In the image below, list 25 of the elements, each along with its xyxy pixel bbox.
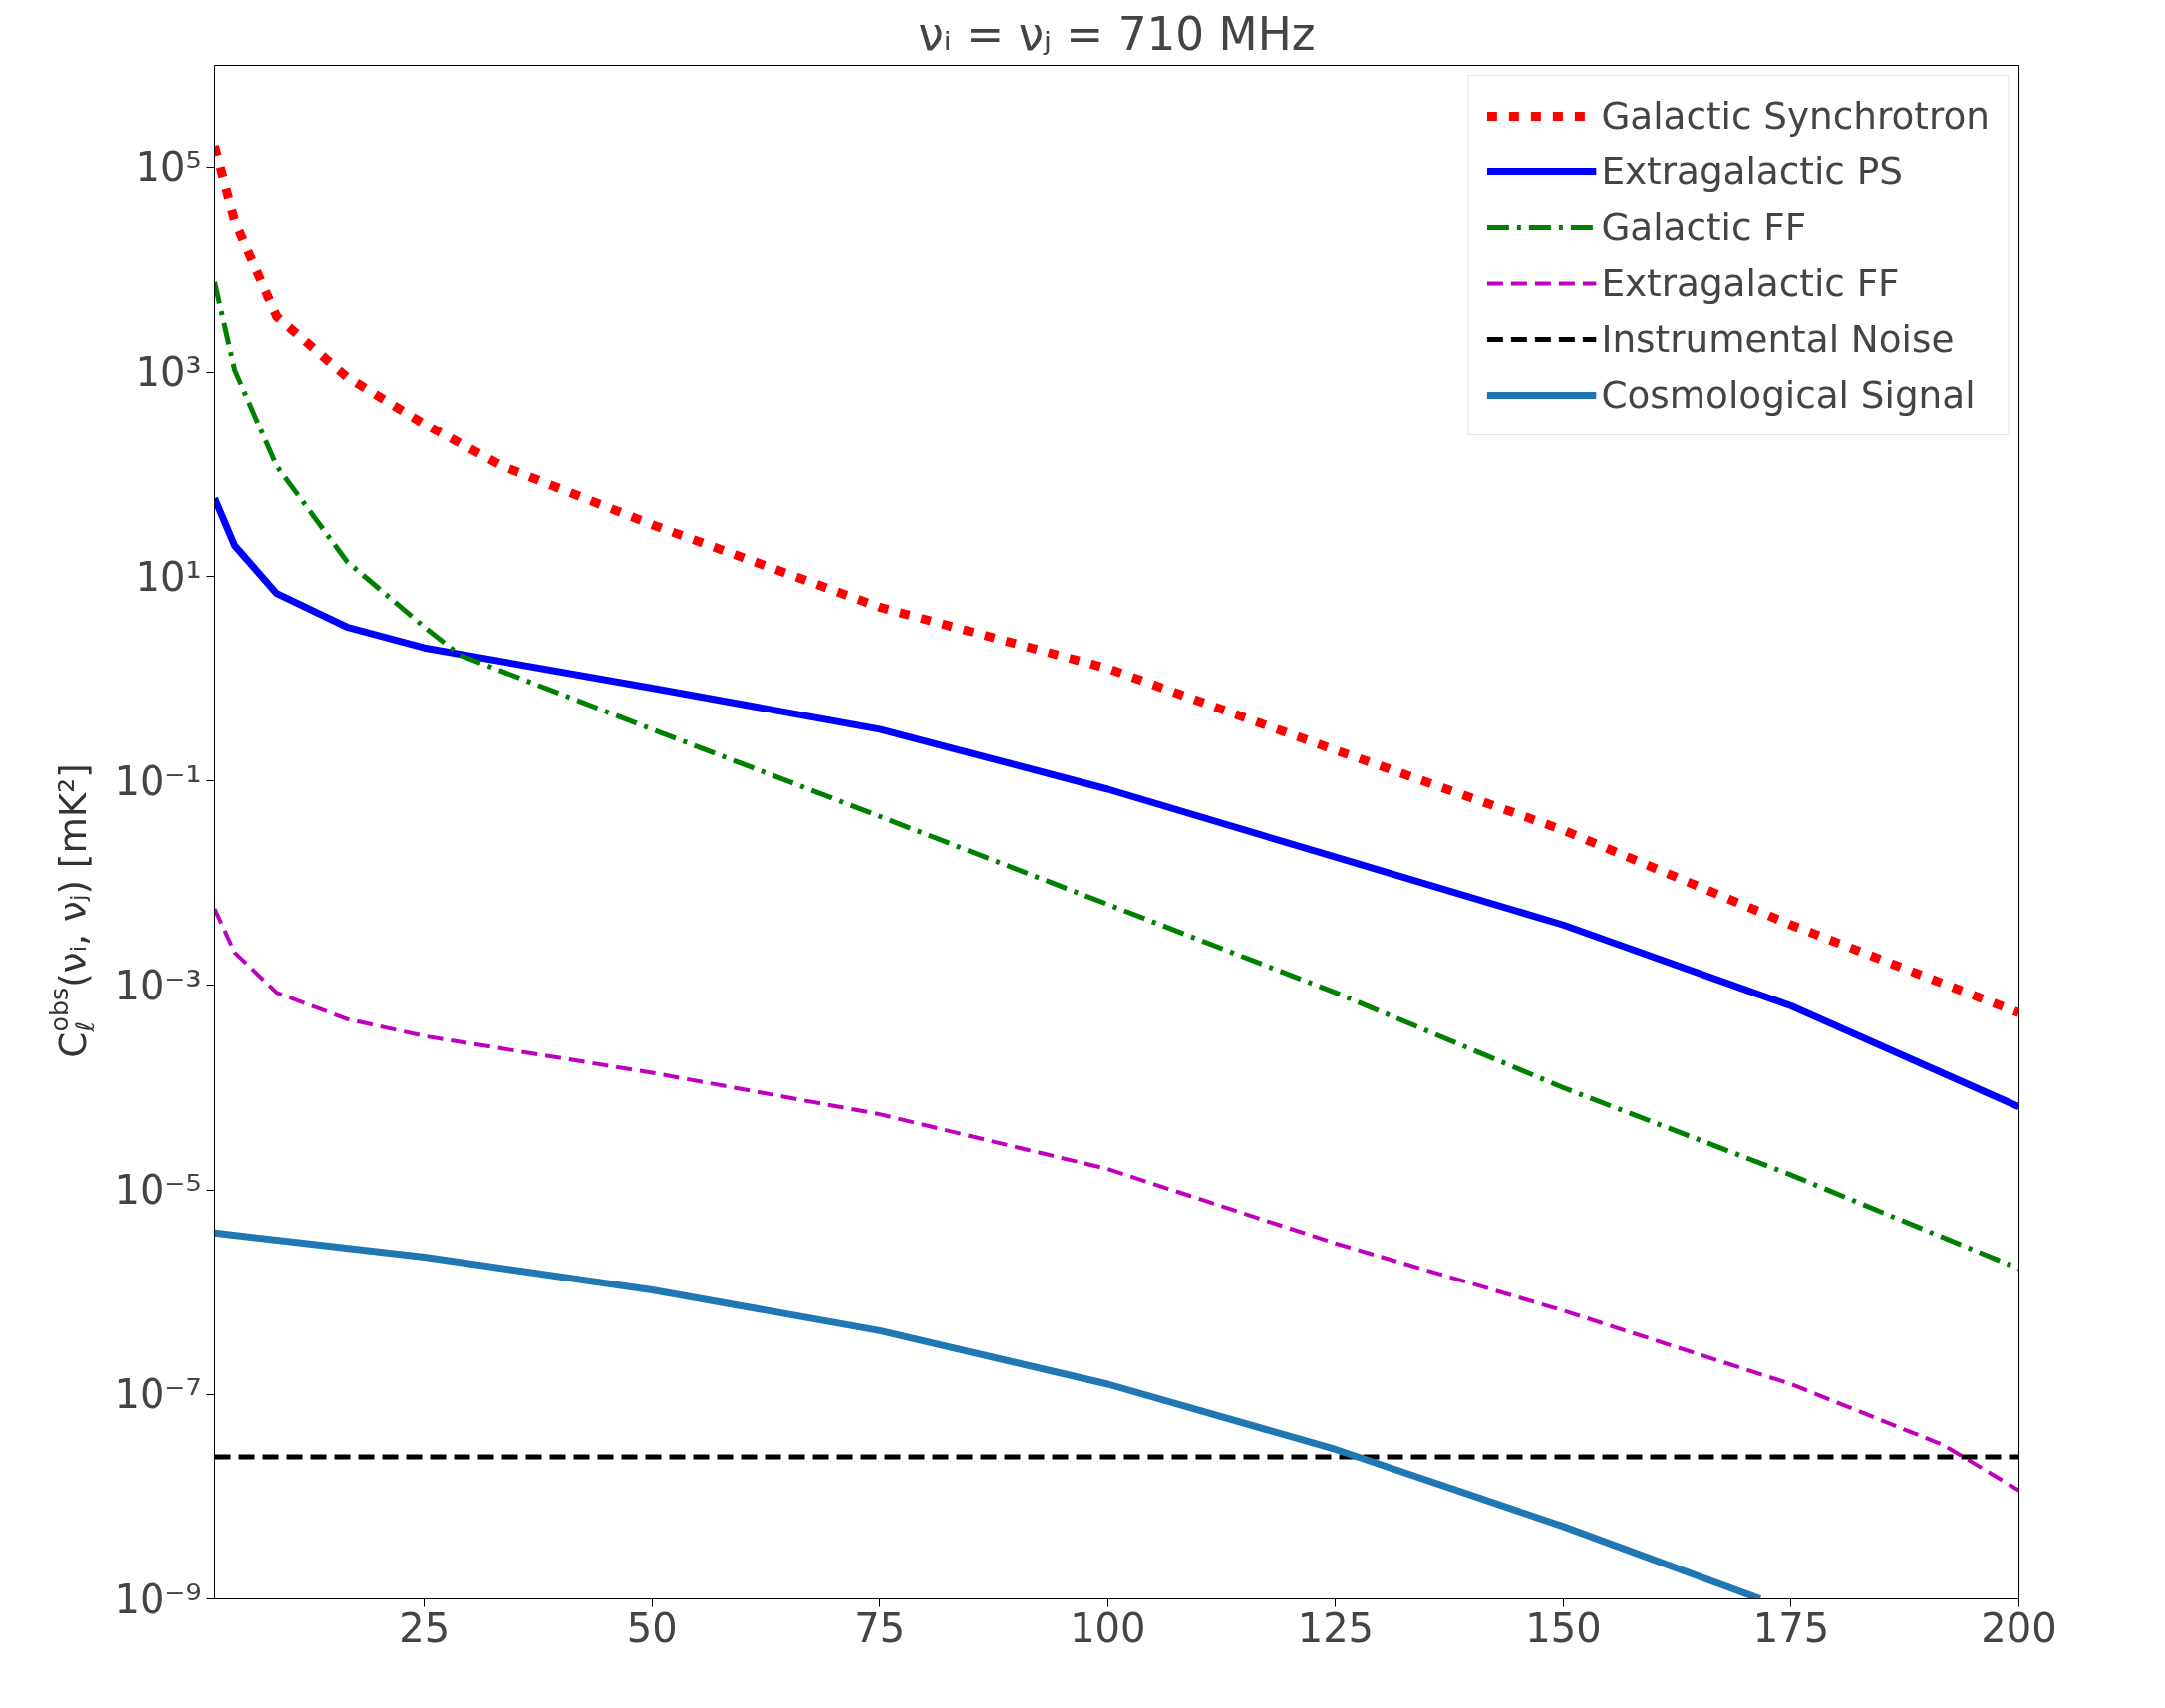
legend-label: Instrumental Noise [1601, 317, 1955, 361]
x-tick-label: 200 [1981, 1604, 2057, 1651]
y-tick-label: 10¹ [135, 553, 202, 600]
y-tick-label: 10⁻¹ [114, 757, 202, 804]
x-tick-label: 100 [1070, 1604, 1146, 1651]
chart-title: νᵢ = νⱼ = 710 MHz [918, 7, 1316, 61]
x-tick-label: 25 [399, 1604, 451, 1651]
legend-label: Galactic FF [1601, 205, 1807, 249]
x-tick-label: 125 [1297, 1604, 1375, 1651]
x-tick-label: 150 [1525, 1604, 1602, 1651]
legend-label: Cosmological Signal [1601, 373, 1976, 417]
y-axis-title: Cℓobs(νᵢ, νⱼ) [mK²] [43, 763, 100, 1058]
line-series [214, 907, 2019, 1493]
y-tick-label: 10⁻⁷ [114, 1371, 202, 1418]
y-tick-label: 10⁵ [135, 144, 202, 191]
y-tick-label: 10³ [135, 349, 202, 396]
y-tick-label: 10⁻³ [114, 962, 202, 1008]
y-tick-label: 10⁻⁹ [114, 1575, 202, 1622]
y-tick-label: 10⁻⁵ [114, 1167, 202, 1214]
legend-label: Extragalactic FF [1601, 261, 1900, 305]
x-tick-label: 175 [1752, 1604, 1830, 1651]
legend-label: Extragalactic PS [1601, 149, 1903, 193]
x-tick-label: 75 [854, 1604, 906, 1651]
legend-label: Galactic Synchrotron [1601, 94, 1990, 138]
x-tick-label: 50 [626, 1604, 678, 1651]
